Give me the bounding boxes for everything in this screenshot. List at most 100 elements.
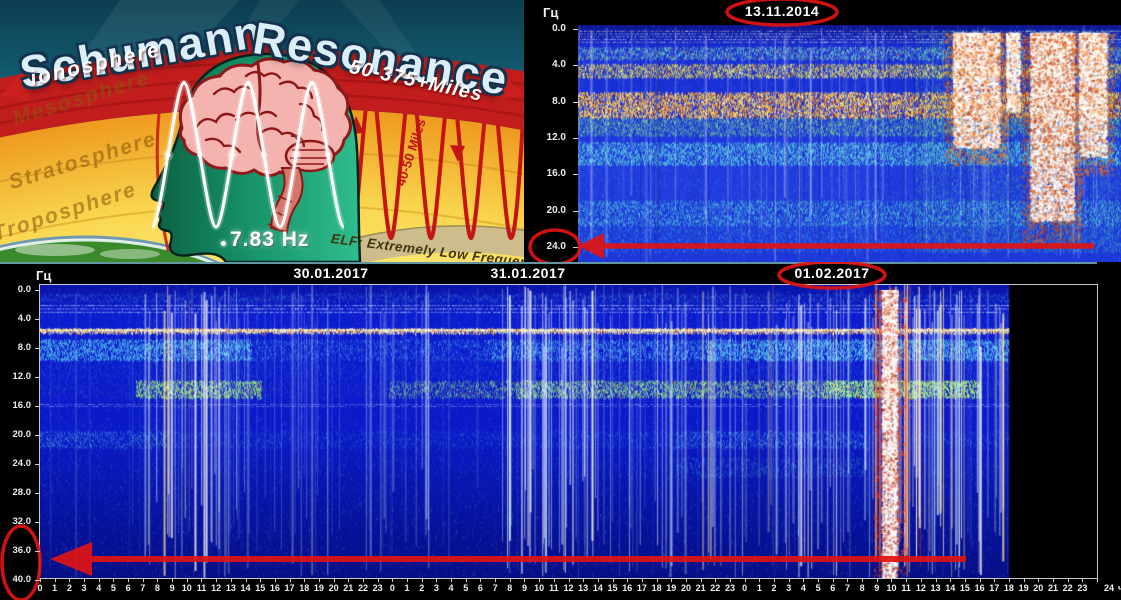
x-tick-label: 21: [695, 583, 706, 593]
x-tick-label: 13: [578, 583, 589, 593]
x-tick-mark: [774, 578, 776, 582]
hour-unit-label: час: [1118, 583, 1121, 593]
x-tick-mark: [627, 578, 629, 582]
x-tick-mark: [318, 578, 320, 582]
x-tick-mark: [847, 578, 849, 582]
x-tick-mark: [201, 578, 203, 582]
x-tick-mark: [730, 578, 731, 582]
x-tick-label: 16: [622, 583, 633, 593]
x-tick-mark: [818, 578, 820, 582]
x-tick-mark: [142, 578, 144, 582]
x-tick-label: 18: [299, 583, 310, 593]
y-tick-label: 16.0: [12, 400, 32, 411]
y-tick-mark: [35, 493, 40, 494]
x-tick-label: 13: [225, 583, 236, 593]
x-tick-label: 17: [284, 583, 295, 593]
x-tick-mark: [553, 578, 555, 582]
x-tick-label: 10: [181, 583, 192, 593]
x-tick-label: 12: [211, 583, 222, 593]
y-tick-label: 0.0: [552, 23, 566, 34]
x-tick-label: 2: [419, 583, 425, 593]
x-tick-mark: [1023, 578, 1025, 582]
freq-unit-label: Гц: [36, 268, 52, 283]
x-tick-mark: [392, 578, 394, 582]
x-tick-mark: [230, 578, 232, 582]
x-tick-mark: [274, 578, 276, 582]
x-tick-mark: [891, 578, 893, 582]
date-label-day1: 30.01.2017: [293, 265, 369, 281]
y-tick-label: 12.0: [12, 371, 32, 382]
x-tick-mark: [1097, 578, 1098, 582]
y-tick-mark: [573, 65, 578, 67]
date-label-2014: 13.11.2014: [744, 3, 820, 19]
x-tick-mark: [289, 578, 291, 582]
x-tick-mark: [1082, 578, 1084, 582]
altitude-label: 40-50 Miles: [393, 117, 429, 188]
x-tick-mark: [362, 578, 364, 582]
spectrogram-2017-panel: Гц 30.01.2017 31.01.2017 01.02.2017 0.0 4…: [0, 262, 1121, 600]
x-tick-mark: [421, 578, 423, 582]
x-tick-label: 14: [945, 583, 956, 593]
x-tick-mark: [84, 578, 86, 582]
y-tick-mark: [35, 435, 40, 436]
x-tick-label: 11: [549, 583, 559, 593]
y-tick-label: 4.0: [17, 313, 31, 324]
x-tick-mark: [862, 578, 864, 582]
x-tick-label: 7: [140, 583, 146, 593]
panel-divider-line: [0, 262, 1097, 264]
x-tick-mark: [964, 578, 966, 582]
x-tick-label: 16: [974, 583, 985, 593]
spectrogram-2014-panel: Гц 13.11.2014 0.0 4.0 8.0 12.0 16.0 20.0 24.0: [524, 0, 1121, 262]
x-tick-mark: [436, 578, 438, 582]
x-tick-label: 20: [328, 583, 339, 593]
y-tick-mark: [35, 551, 40, 552]
x-tick-mark: [54, 578, 56, 582]
x-tick-label: 23: [724, 583, 736, 593]
x-tick-mark: [715, 578, 717, 582]
x-tick-label: 0: [389, 583, 395, 593]
x-tick-mark: [700, 578, 702, 582]
x-tick-mark: [906, 578, 908, 582]
x-tick-label: 6: [830, 583, 836, 593]
x-tick-mark: [245, 578, 247, 582]
x-tick-mark: [832, 578, 834, 582]
x-tick-mark: [260, 578, 262, 582]
x-tick-label: 6: [477, 583, 483, 593]
x-tick-mark: [465, 578, 467, 582]
x-tick-label: 4: [448, 583, 454, 593]
y-tick-label: 20.0: [12, 429, 32, 440]
x-tick-label: 17: [989, 583, 1000, 593]
x-tick-mark: [539, 578, 541, 582]
x-tick-mark: [172, 578, 174, 582]
x-tick-label: 6: [125, 583, 131, 593]
y-tick-label: 16.0: [546, 168, 566, 180]
x-tick-mark: [656, 578, 658, 582]
y-tick-label: 24.0: [12, 458, 32, 469]
x-tick-label: 23: [372, 583, 383, 593]
x-tick-mark: [509, 578, 511, 582]
y-tick-mark: [573, 210, 578, 212]
y-tick-mark: [573, 29, 578, 30]
x-tick-label: 2: [66, 583, 72, 593]
x-tick-label: 3: [433, 583, 439, 593]
x-tick-label: 12: [563, 583, 574, 593]
y-tick-mark: [35, 522, 40, 523]
x-tick-mark: [524, 578, 526, 582]
x-tick-label: 24: [1103, 583, 1115, 593]
spectrogram-2014-plot: [578, 25, 1121, 262]
x-tick-label: 14: [592, 583, 603, 593]
x-tick-label: 3: [786, 583, 792, 593]
schumann-illustration: Schumann Resonance ionosphere 50-375+Mil…: [0, 0, 524, 262]
x-tick-label: 11: [196, 583, 207, 593]
x-tick-label: 9: [521, 583, 527, 593]
x-tick-label: 7: [844, 583, 850, 593]
x-tick-label: 18: [651, 583, 662, 593]
x-tick-mark: [451, 578, 453, 582]
x-tick-label: 10: [534, 583, 545, 593]
y-tick-mark: [573, 246, 578, 248]
x-tick-mark: [480, 578, 482, 582]
x-tick-label: 22: [357, 583, 368, 593]
x-tick-label: 11: [901, 583, 911, 593]
x-tick-mark: [1067, 578, 1069, 582]
